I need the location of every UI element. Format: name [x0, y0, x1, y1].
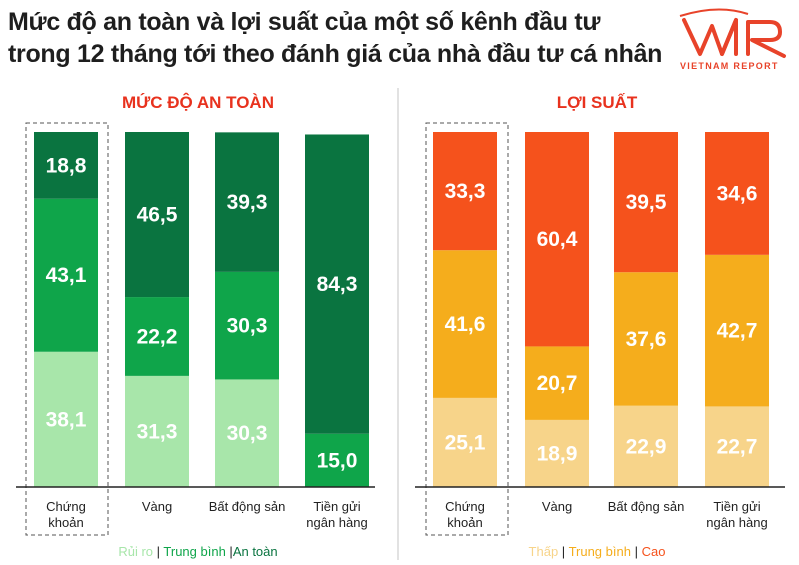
- data-label: 22,2: [137, 325, 178, 348]
- bar-segment: [614, 405, 678, 487]
- legend-separator: |: [631, 544, 642, 559]
- bar-segment: [305, 433, 369, 487]
- category-label: Chứng: [46, 499, 86, 514]
- data-label: 31,3: [137, 420, 178, 443]
- bar-segment: [305, 134, 369, 434]
- bar-segment: [125, 297, 189, 376]
- data-label: 43,1: [46, 264, 87, 287]
- data-label: 34,6: [717, 182, 758, 205]
- bar-segment: [125, 132, 189, 298]
- data-label: 39,3: [227, 191, 268, 214]
- data-label: 25,1: [445, 431, 486, 454]
- bar-segment: [125, 375, 189, 487]
- chart-title-line-1: Mức độ an toàn và lợi suất của một số kê…: [8, 8, 601, 36]
- bar-segment: [34, 198, 98, 352]
- bar-segment: [525, 346, 589, 420]
- bar-segment: [34, 351, 98, 487]
- bar-segment: [705, 254, 769, 407]
- highlight-box: [25, 122, 109, 536]
- legend-item: Thấp: [529, 544, 559, 559]
- legend: Thấp | Trung bình | Cao: [529, 544, 666, 559]
- category-label: Bất động sản: [209, 499, 286, 514]
- data-label: 38,1: [46, 408, 87, 431]
- legend: Rủi ro | Trung bình |An toàn: [118, 544, 277, 559]
- legend-item: An toàn: [233, 544, 278, 559]
- category-label: Tiền gửi: [713, 499, 760, 514]
- bar-segment: [614, 132, 678, 273]
- bar-segment: [215, 379, 279, 487]
- data-label: 30,3: [227, 422, 268, 445]
- highlight-box: [425, 122, 509, 536]
- data-label: 15,0: [317, 449, 358, 472]
- data-label: 37,6: [626, 328, 667, 351]
- legend-item: Trung bình: [569, 544, 631, 559]
- legend-item: Trung bình: [163, 544, 225, 559]
- data-label: 60,4: [537, 228, 578, 251]
- vietnam-report-logo: [679, 8, 786, 58]
- bar-segment: [705, 132, 769, 255]
- data-label: 46,5: [137, 204, 178, 227]
- bar-segment: [433, 397, 497, 487]
- legend-item: Cao: [642, 544, 666, 559]
- category-label: Vàng: [542, 499, 572, 514]
- data-label: 42,7: [717, 320, 758, 343]
- bar-segment: [614, 272, 678, 406]
- category-label: khoản: [447, 515, 482, 530]
- bar-segment: [215, 132, 279, 272]
- legend-separator: |: [226, 544, 233, 559]
- data-label: 18,9: [537, 442, 578, 465]
- logo-subtitle: VIETNAM REPORT: [680, 61, 779, 71]
- category-label: khoản: [48, 515, 83, 530]
- chart-title-line-2: trong 12 tháng tới theo đánh giá của nhà…: [8, 40, 663, 68]
- data-label: 20,7: [537, 372, 578, 395]
- data-label: 22,9: [626, 435, 667, 458]
- bar-segment: [525, 419, 589, 487]
- legend-item: Rủi ro: [118, 544, 153, 559]
- data-label: 39,5: [626, 191, 667, 214]
- legend-separator: |: [153, 544, 163, 559]
- bar-segment: [34, 132, 98, 199]
- data-label: 84,3: [317, 273, 358, 296]
- bar-segment: [525, 132, 589, 347]
- panel-title: LỢI SUẤT: [557, 93, 638, 112]
- data-label: 22,7: [717, 436, 758, 459]
- legend-separator: |: [558, 544, 568, 559]
- bar-segment: [433, 250, 497, 398]
- data-label: 33,3: [445, 180, 486, 203]
- category-label: ngân hàng: [306, 515, 367, 530]
- category-label: Vàng: [142, 499, 172, 514]
- data-label: 30,3: [227, 315, 268, 338]
- data-label: 41,6: [445, 313, 486, 336]
- category-label: Chứng: [445, 499, 485, 514]
- bar-segment: [705, 406, 769, 487]
- data-label: 18,8: [46, 154, 87, 177]
- category-label: Tiền gửi: [313, 499, 360, 514]
- category-label: Bất động sản: [608, 499, 685, 514]
- bar-segment: [215, 271, 279, 380]
- category-label: ngân hàng: [706, 515, 767, 530]
- bar-segment: [433, 132, 497, 251]
- panel-title: MỨC ĐỘ AN TOÀN: [122, 93, 274, 112]
